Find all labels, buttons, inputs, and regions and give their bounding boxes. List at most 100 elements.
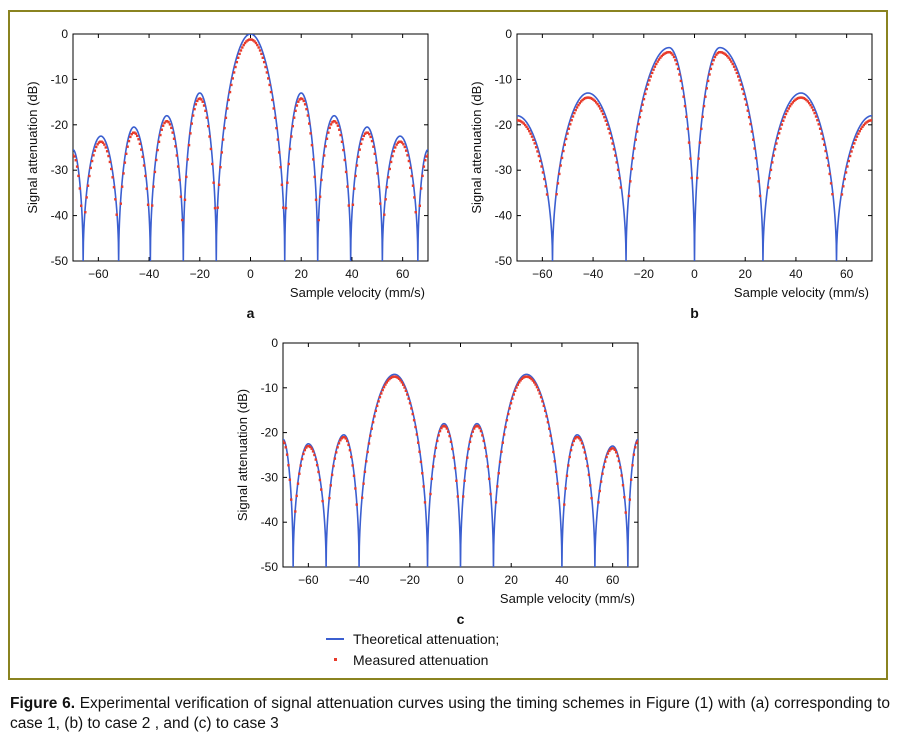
measured-point: [115, 213, 118, 216]
measured-point: [327, 131, 330, 134]
measured-point: [563, 503, 566, 506]
measured-point: [385, 186, 389, 189]
measured-point: [496, 485, 499, 488]
measured-point: [575, 106, 579, 109]
measured-point: [283, 440, 285, 443]
measured-series: [517, 50, 872, 198]
measured-point: [186, 158, 189, 161]
y-tick-label: -50: [495, 254, 513, 268]
legend-theoretical-label: Theoretical attenuation;: [353, 631, 499, 647]
measured-point: [335, 451, 338, 454]
measured-point: [584, 457, 588, 460]
x-tick-label: 20: [295, 267, 309, 281]
measured-point: [298, 98, 301, 101]
measured-point: [352, 474, 356, 477]
measured-point: [223, 126, 226, 130]
measured-point: [339, 133, 342, 137]
measured-point: [393, 375, 397, 378]
measured-point: [310, 447, 313, 450]
measured-point: [99, 140, 102, 143]
measured-point: [844, 171, 848, 174]
measured-point: [620, 474, 623, 477]
y-tick-label: -10: [495, 72, 513, 86]
measured-point: [562, 149, 565, 153]
measured-point: [373, 415, 376, 418]
measured-point: [700, 127, 703, 131]
measured-point: [406, 393, 409, 396]
measured-point: [187, 143, 191, 147]
measured-point: [338, 128, 341, 131]
measured-point: [269, 90, 273, 94]
measured-point: [140, 148, 143, 151]
measured-point: [539, 159, 542, 163]
measured-point: [156, 148, 159, 152]
measured-point: [863, 122, 867, 125]
x-tick-label: 20: [505, 573, 519, 587]
measured-point: [163, 121, 166, 125]
measured-point: [583, 451, 586, 454]
measured-point: [840, 193, 844, 196]
y-axis-label: Signal attenuation (dB): [469, 81, 484, 213]
measured-point: [183, 198, 187, 202]
measured-point: [782, 119, 785, 122]
measured-point: [498, 460, 502, 464]
measured-point: [346, 185, 349, 188]
measured-point: [635, 130, 639, 133]
measured-point: [175, 154, 178, 157]
measured-point: [613, 448, 616, 451]
measured-point: [252, 39, 255, 42]
measured-point: [798, 96, 801, 99]
measured-point: [481, 434, 484, 437]
measured-point: [101, 141, 105, 144]
measured-point: [404, 389, 408, 392]
measured-point: [407, 397, 410, 400]
legend-measured-marker: [334, 658, 337, 661]
measured-point: [504, 425, 507, 429]
measured-point: [795, 97, 799, 100]
measured-point: [470, 434, 473, 438]
measured-point: [411, 184, 415, 187]
measured-point: [95, 145, 98, 149]
measured-point: [494, 501, 498, 504]
measured-point: [348, 448, 352, 452]
measured-point: [631, 464, 634, 467]
measured-point: [365, 131, 368, 134]
measured-point: [597, 501, 600, 504]
measured-point: [594, 101, 598, 104]
measured-point: [829, 182, 833, 185]
panel-label: c: [457, 611, 465, 627]
measured-point: [471, 430, 474, 433]
measured-point: [537, 388, 540, 392]
measured-point: [350, 455, 353, 459]
measured-point: [589, 96, 592, 100]
measured-point: [780, 123, 784, 126]
y-tick-label: -50: [51, 254, 69, 268]
measured-point: [721, 51, 725, 55]
measured-point: [659, 56, 662, 59]
measured-point: [367, 442, 371, 445]
measured-point: [650, 71, 654, 75]
measured-point: [111, 176, 114, 179]
measured-point: [749, 122, 752, 126]
measured-point: [641, 103, 644, 106]
measured-point: [418, 204, 422, 207]
measured-point: [797, 96, 800, 100]
measured-point: [657, 58, 661, 61]
measured-point: [73, 154, 75, 157]
measured-point: [640, 109, 643, 112]
measured-point: [424, 159, 427, 162]
measured-point: [483, 446, 487, 450]
measured-point: [843, 177, 846, 181]
measured-point: [221, 138, 225, 141]
measured-point: [213, 206, 217, 210]
measured-point: [509, 402, 513, 405]
measured-point: [611, 142, 614, 145]
measured-point: [634, 138, 637, 141]
measured-point: [507, 412, 510, 416]
measured-point: [727, 56, 730, 59]
measured-point: [698, 141, 702, 144]
measured-point: [757, 180, 760, 183]
measured-point: [273, 116, 277, 120]
measured-point: [437, 434, 440, 437]
measured-point: [589, 484, 592, 487]
